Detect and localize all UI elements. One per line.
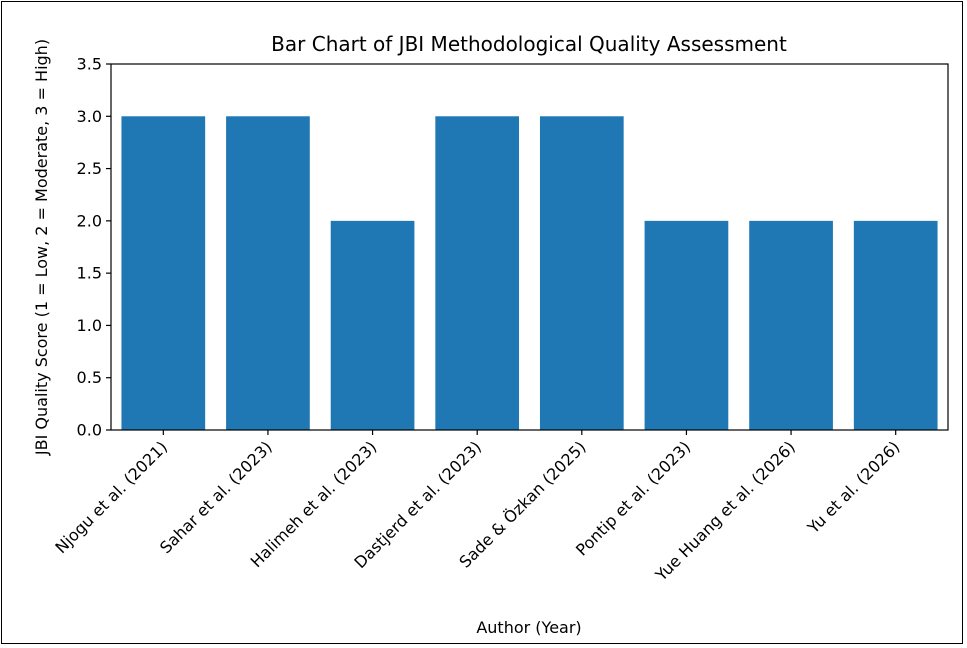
bar-4 xyxy=(435,116,520,430)
bar-3 xyxy=(330,220,415,430)
bar-1 xyxy=(121,116,206,430)
y-tick-label: 2.5 xyxy=(77,159,102,178)
y-tick-label: 1.0 xyxy=(77,316,102,335)
y-tick-label: 0.5 xyxy=(77,368,102,387)
bar-7 xyxy=(749,220,833,430)
y-tick-label: 3.5 xyxy=(77,55,102,74)
y-tick-label: 1.5 xyxy=(77,264,102,283)
chart-title: Bar Chart of JBI Methodological Quality … xyxy=(271,32,787,56)
plot-area-frame xyxy=(110,63,949,431)
bar-6 xyxy=(644,220,729,430)
y-tick-label: 0.0 xyxy=(77,421,102,440)
x-tick-label: Njogu et al. (2021) xyxy=(51,437,171,557)
y-tick-label: 3.0 xyxy=(77,107,102,126)
bar-2 xyxy=(226,116,310,430)
x-tick-label: Yu et al. (2026) xyxy=(803,437,903,537)
y-tick-label: 2.0 xyxy=(77,211,102,230)
x-tick-label: Sahar et al. (2023) xyxy=(156,437,276,557)
x-tick-label: Pontip et al. (2023) xyxy=(572,437,694,559)
bar-5 xyxy=(539,116,624,430)
bar-8 xyxy=(853,220,938,430)
y-axis-label: JBI Quality Score (1 = Low, 2 = Moderate… xyxy=(32,39,51,456)
x-axis-label: Author (Year) xyxy=(476,618,581,637)
